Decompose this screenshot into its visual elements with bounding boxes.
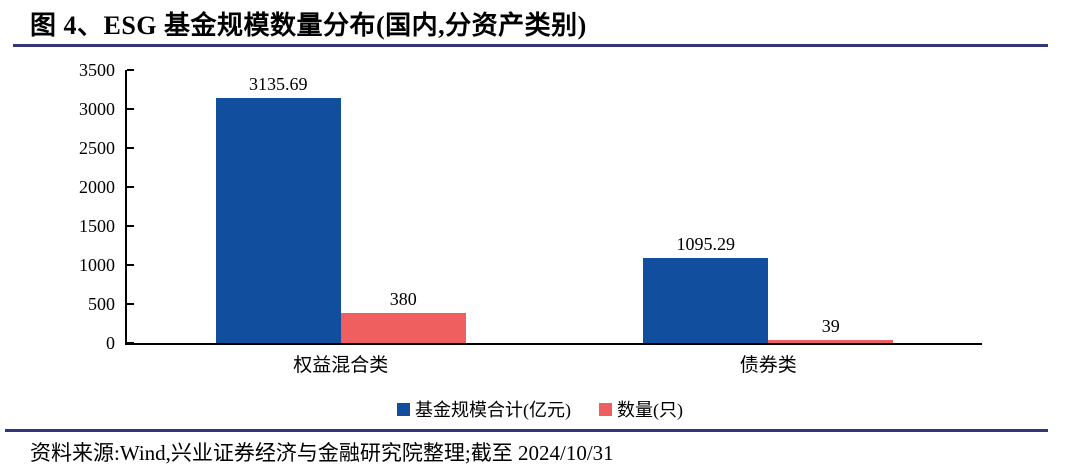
y-axis-tick-mark [127,342,134,344]
fund-scale-bar [643,258,769,343]
y-axis-tick-label: 2500 [79,138,115,158]
x-axis-category-label: 债券类 [739,355,797,376]
title-divider-rule [13,44,1048,47]
y-axis-tick-mark [127,108,134,110]
fund-count-bar [340,313,466,343]
legend-item-scale: 基金规模合计(亿元) [397,396,571,422]
legend-item-count: 数量(只) [599,396,683,422]
bar-value-label: 1095.29 [676,234,736,254]
y-axis-tick-mark [127,147,134,149]
legend-label-scale: 基金规模合计(亿元) [415,400,571,420]
bar-value-label: 3135.69 [249,74,308,94]
y-axis-tick-label: 0 [106,333,115,353]
bar-value-label: 380 [389,289,417,309]
figure-title: 图 4、ESG 基金规模数量分布(国内,分资产类别) [30,11,587,40]
legend-label-count: 数量(只) [617,400,683,420]
fund-scale-bar [215,98,341,343]
y-axis-tick-label: 3500 [79,60,115,80]
y-axis-tick-mark [127,264,134,266]
source-divider-rule [5,429,1048,432]
plot-area: 0 500 1000 1500 2000 2500 3000 3500 3135.69 380 权益… [79,60,982,376]
legend-swatch-blue-icon [397,402,410,416]
fund-count-bar [768,340,894,343]
y-axis-tick-mark [127,303,134,305]
x-axis-category-label: 权益混合类 [293,355,389,376]
y-axis-tick-label: 1500 [79,216,115,236]
bar-value-label: 39 [821,316,840,336]
legend-swatch-red-icon [599,402,612,416]
y-axis-tick-mark [127,186,134,188]
y-axis-tick-label: 3000 [79,99,115,119]
chart-legend: 基金规模合计(亿元) 数量(只) [0,396,1080,422]
y-axis-tick-label: 2000 [79,177,115,197]
y-axis-tick-label: 500 [88,294,115,314]
y-axis-tick-label: 1000 [79,255,115,275]
y-axis-tick-mark [127,225,134,227]
source-note: 资料来源:Wind,兴业证券经济与金融研究院整理;截至 2024/10/31 [30,441,614,465]
y-axis-tick-mark [127,69,134,71]
